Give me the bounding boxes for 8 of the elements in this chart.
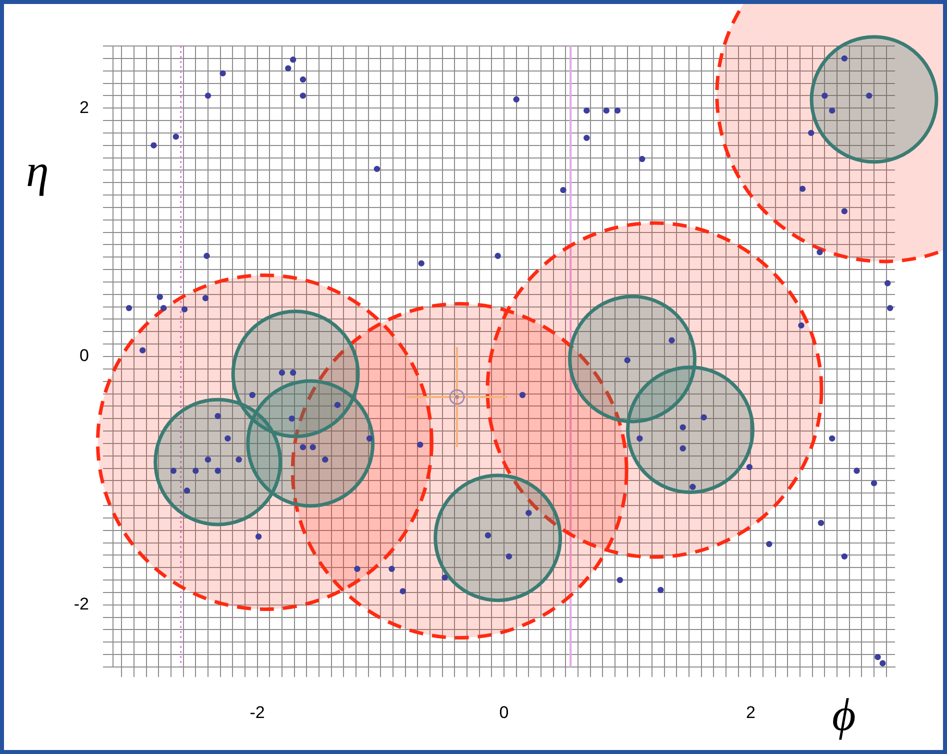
y-tick-label: 2	[80, 98, 89, 117]
y-tick-label: -2	[74, 594, 89, 614]
x-tick-label: -2	[250, 702, 265, 722]
x-tick-label: 0	[499, 702, 509, 722]
y-tick-label: 0	[80, 346, 89, 366]
y-axis-title: η	[26, 145, 49, 196]
x-axis-title: ϕ	[832, 689, 856, 740]
x-tick-label: 2	[746, 702, 756, 722]
